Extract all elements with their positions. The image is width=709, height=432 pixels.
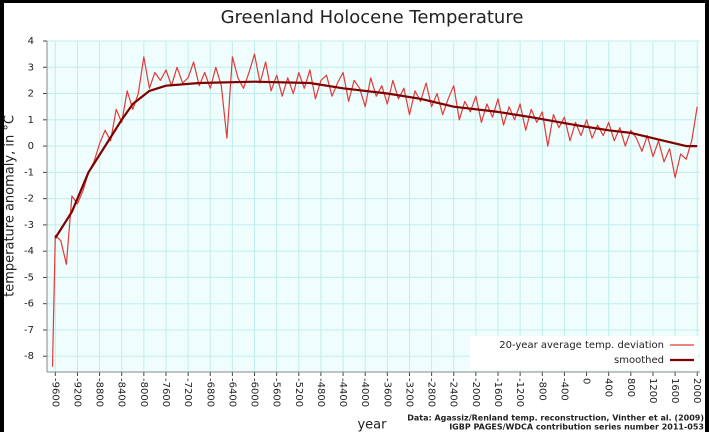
x-tick-label: -800	[536, 378, 547, 401]
x-tick-label: -6000	[249, 378, 260, 407]
y-tick-label: 2	[28, 89, 34, 100]
y-tick-label: 3	[28, 62, 34, 73]
x-tick-label: -4400	[337, 378, 348, 407]
x-tick-label: 800	[625, 378, 636, 397]
y-tick-label: -2	[24, 194, 34, 205]
x-tick-label: -9200	[71, 378, 82, 407]
y-tick-label: 4	[28, 36, 34, 47]
x-tick-label: -2800	[426, 378, 437, 407]
y-tick-label: -6	[24, 299, 34, 310]
y-tick-label: -5	[24, 272, 34, 283]
annotation: Data: Agassiz/Renland temp. reconstructi…	[407, 414, 704, 423]
x-tick-label: 2000	[691, 378, 702, 403]
y-tick-label: 0	[28, 141, 34, 152]
legend-label: 20-year average temp. deviation	[499, 340, 664, 351]
x-tick-label: -6800	[204, 378, 215, 407]
x-tick-label: -3600	[381, 378, 392, 407]
y-tick-label: -3	[24, 220, 34, 231]
y-axis-label: temperature anomaly, in °C	[3, 115, 18, 297]
x-tick-label: -2400	[448, 378, 459, 407]
y-tick-label: 1	[28, 115, 34, 126]
x-tick-label: -5600	[271, 378, 282, 407]
plot-area	[47, 41, 700, 372]
y-tick-label: -8	[24, 351, 34, 362]
annotation: IGBP PAGES/WDCA contribution series numb…	[449, 423, 704, 432]
x-tick-label: -5200	[293, 378, 304, 407]
x-tick-label: -7200	[182, 378, 193, 407]
legend-box	[470, 336, 698, 370]
series-line	[51, 53, 698, 367]
x-tick-label: -8800	[94, 378, 105, 407]
x-axis-label: year	[357, 418, 387, 432]
x-tick-label: 400	[603, 378, 614, 397]
x-tick-label: -9600	[49, 378, 60, 407]
x-tick-label: -8400	[116, 378, 127, 407]
x-tick-label: -8000	[138, 378, 149, 407]
x-tick-label: -400	[558, 378, 569, 401]
y-tick-label: -1	[24, 167, 34, 178]
y-tick-label: -7	[24, 325, 34, 336]
x-tick-label: -7600	[160, 378, 171, 407]
x-tick-label: -4000	[359, 378, 370, 407]
x-tick-label: -4800	[315, 378, 326, 407]
x-tick-label: 1200	[647, 378, 658, 403]
y-tick-label: -4	[24, 246, 34, 257]
x-tick-label: -3200	[403, 378, 414, 407]
x-tick-label: -1200	[514, 378, 525, 407]
chart-title: Greenland Holocene Temperature	[221, 7, 524, 28]
x-tick-label: 0	[581, 378, 592, 384]
x-tick-label: 1600	[669, 378, 680, 403]
x-tick-label: -6400	[226, 378, 237, 407]
x-tick-label: -2000	[470, 378, 481, 407]
legend-label: smoothed	[614, 355, 664, 366]
series-line	[54, 80, 698, 239]
x-tick-label: -1600	[492, 378, 503, 407]
